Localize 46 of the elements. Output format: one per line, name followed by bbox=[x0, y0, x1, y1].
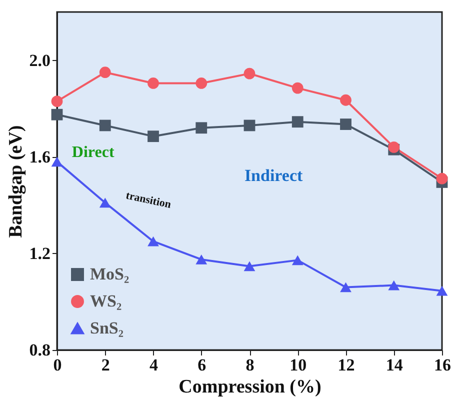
point bbox=[388, 142, 400, 153]
point bbox=[244, 261, 256, 272]
y-tick-label: 1.2 bbox=[29, 244, 50, 263]
y-axis-title: Bandgap (eV) bbox=[5, 125, 26, 238]
point bbox=[148, 78, 159, 89]
x-tick-label: 4 bbox=[150, 356, 158, 374]
point bbox=[196, 122, 208, 134]
point bbox=[99, 120, 111, 132]
x-tick-label: 14 bbox=[386, 356, 404, 374]
point bbox=[292, 255, 304, 266]
point bbox=[436, 286, 448, 296]
point bbox=[196, 78, 208, 89]
x-tick-label: 10 bbox=[290, 356, 307, 374]
x-axis-title: Compression (%) bbox=[178, 376, 322, 398]
point bbox=[340, 118, 352, 130]
point bbox=[340, 282, 352, 292]
legend-label: SnS₂ bbox=[90, 318, 124, 338]
point bbox=[436, 172, 448, 184]
x-tick-label: 16 bbox=[434, 356, 451, 374]
y-tick-label: 0.8 bbox=[29, 340, 50, 360]
point bbox=[99, 66, 111, 78]
legend-label: MoS₂ bbox=[90, 264, 130, 284]
x-tick-label: 0 bbox=[53, 356, 62, 374]
x-tick-label: 2 bbox=[101, 356, 110, 374]
point bbox=[148, 130, 159, 142]
x-tick-label: 8 bbox=[246, 356, 254, 374]
legend-label: WS₂ bbox=[90, 292, 122, 310]
point bbox=[51, 156, 63, 167]
point bbox=[292, 116, 304, 128]
y-tick-label: 2.0 bbox=[29, 50, 50, 70]
annotation: transition bbox=[124, 190, 172, 211]
point bbox=[51, 108, 63, 120]
point bbox=[148, 236, 159, 246]
point bbox=[196, 254, 208, 264]
x-tick-label: 12 bbox=[338, 356, 355, 374]
point bbox=[292, 82, 304, 94]
point bbox=[244, 120, 256, 132]
y-tick-label: 1.6 bbox=[29, 147, 50, 166]
point bbox=[99, 198, 111, 208]
point bbox=[244, 68, 256, 80]
annotation: Direct bbox=[72, 144, 115, 162]
point bbox=[340, 94, 352, 106]
point bbox=[388, 280, 400, 290]
x-tick-label: 6 bbox=[198, 356, 206, 374]
point bbox=[51, 96, 63, 108]
annotation: Indirect bbox=[244, 166, 304, 186]
